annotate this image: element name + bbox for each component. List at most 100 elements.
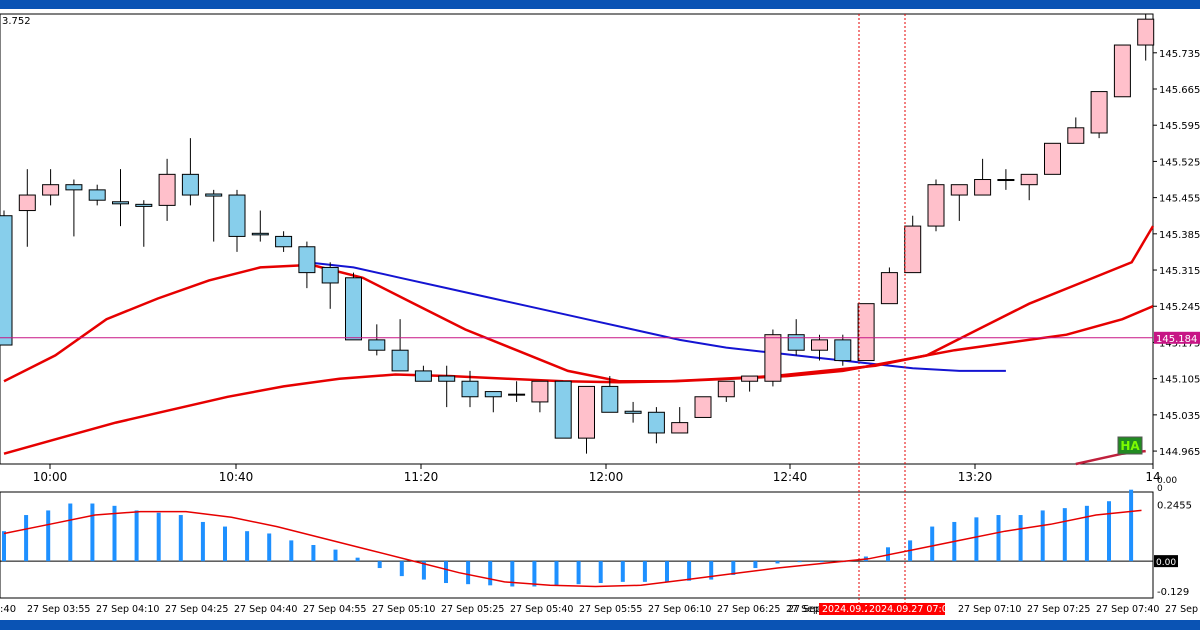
candle-body [205,193,223,197]
candle-body [997,179,1015,182]
candle-body [1067,127,1085,144]
histogram-bar [311,545,316,562]
signal-line [3,509,1142,588]
histogram-bar [1040,510,1045,562]
indicator-x-label: 27 Sep 07:55 [1165,604,1200,615]
indicator-x-label: 27 Sep 04:25 [165,604,228,615]
histogram-bar [289,540,294,562]
histogram-bar [974,517,979,562]
indicator-x-label: 27 Sep 05:25 [441,604,504,615]
candle-body [624,410,642,414]
candle-body [974,179,992,196]
y-tick-label: 145.665 [1159,85,1200,96]
candle-body [694,396,712,418]
indicator-plot-area[interactable] [0,491,1154,599]
histogram-bar [134,510,139,562]
histogram-bar [267,533,272,562]
moving-average-line [3,305,1154,455]
candle-body [787,334,805,351]
candle-body [671,422,689,434]
x-tick-label: 14 [1145,470,1160,484]
candle-body [368,339,386,351]
y-tick-label: 145.595 [1159,121,1200,132]
y-tick-label: 145.315 [1159,266,1200,277]
ha-badge-label: HA [1120,439,1140,453]
histogram-bar [775,561,780,564]
ha-badge [1117,436,1143,455]
indicator-zero-tag [1154,555,1178,568]
moving-average-line [306,261,1006,372]
y-tick-label: 145.175 [1159,338,1200,349]
x-tick-label: 11:20 [404,470,439,484]
histogram-bar [819,561,824,563]
candle-body [345,277,362,341]
y-tick-label: 145.525 [1159,157,1200,168]
histogram-bar [2,531,6,562]
indicator-x-label: 27 Sep 05:10 [372,604,435,615]
histogram-bar [200,521,205,562]
histogram-bar [532,561,537,587]
candle-body [251,232,269,236]
histogram-bar [444,561,448,584]
candle-body [275,235,293,248]
histogram-bar [46,510,51,562]
candle-body [158,173,176,206]
y-tick-label: 145.385 [1159,230,1200,241]
histogram-bar [996,515,1001,562]
histogram-bar [156,512,161,562]
candle-body [1044,142,1061,175]
indicator-x-label: 27 Sep 06:10 [648,604,711,615]
candle-body [554,380,572,439]
axis-top-label: 0.00 [1157,476,1177,486]
candle-body [880,272,898,305]
y-tick-label: 145.105 [1159,375,1200,386]
y-tick-label: 144.965 [1159,447,1200,458]
candle-body [811,339,828,351]
histogram-bar [1129,489,1134,562]
candle-body [1020,173,1038,186]
crosshair-label: 2024.09.27 07:05 [869,604,954,615]
candle-body [904,225,922,274]
histogram-bar [68,503,73,562]
x-tick-label: 12:40 [773,470,808,484]
histogram-bar [355,557,360,562]
indicator-x-label: 27 Sep 03:55 [27,604,90,615]
y-tick-label: 145.035 [1159,411,1200,422]
histogram-bar [709,561,714,580]
candle-body [42,184,60,196]
histogram-bar [576,561,581,585]
histogram-bar [245,531,250,562]
indicator-x-label: 27 Sep 07:40 [1096,604,1159,615]
candle-body [135,203,153,207]
indicator-x-label: 27 Sep 06:25 [717,604,780,615]
histogram-bar [223,526,227,562]
corner-price-label: 3.752 [2,16,31,27]
indicator-zero-label: 0.00 [1156,558,1176,568]
crosshair-label-box [867,603,945,615]
histogram-bar [466,561,471,585]
histogram-bar [620,561,625,582]
y-tick-label: 145.735 [1159,49,1200,60]
candle-body [717,380,735,398]
candle-body [1090,91,1108,134]
histogram-bar [687,561,692,581]
moving-average-line [3,225,1155,383]
histogram-bar [1018,515,1023,562]
histogram-bar [377,561,382,569]
candle-body [438,375,456,382]
indicator-y-tick-label: 0.2455 [1157,501,1192,512]
indicator-x-label-partial: 27 Sep [788,604,821,615]
histogram-bar [112,505,117,562]
candle-body [414,370,432,382]
histogram-bar [598,561,603,584]
candle-body [228,194,246,237]
crosshair-label: 2024.09.2 [822,604,870,615]
histogram-bar [731,561,736,575]
histogram-bar [488,561,493,586]
candle-body [391,349,409,372]
main-plot-area[interactable] [0,13,1154,465]
candle-body [1137,18,1155,46]
title-bar [0,0,1200,9]
current-price-label: 145.184 [1156,334,1197,345]
